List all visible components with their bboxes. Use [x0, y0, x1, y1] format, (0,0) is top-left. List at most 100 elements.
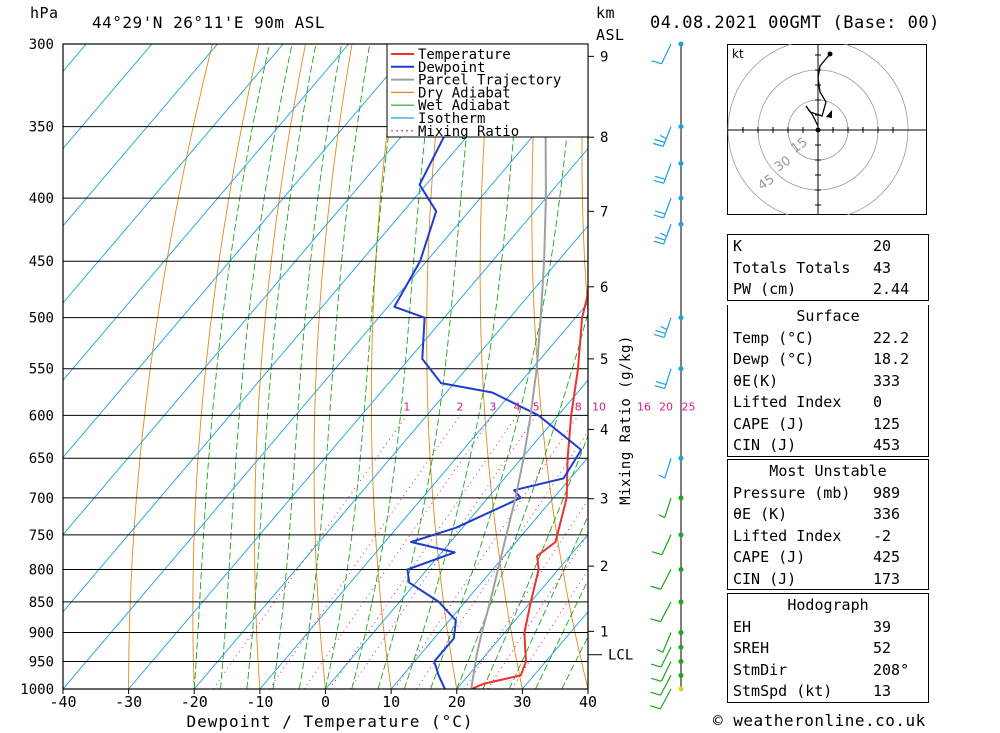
most-unstable-value: 173 [873, 569, 901, 588]
surface-value: 453 [873, 436, 901, 454]
surface-value: 125 [873, 414, 901, 433]
wind-level-dot [678, 566, 684, 572]
isotherm-lines [63, 44, 588, 689]
x-axis-label: Dewpoint / Temperature (°C) [186, 712, 473, 731]
wind-barb-flag [650, 585, 661, 590]
surface-label: CIN (J) [733, 436, 797, 454]
hodograph-stat-label: EH [733, 617, 752, 636]
mixing-ratio-label: 20 [659, 400, 673, 413]
mixing-ratio-label: 2 [456, 400, 463, 413]
wind-barb-flag [653, 240, 664, 245]
wind-barb-flag [654, 333, 665, 339]
surface-row: CIN (J) 453 [728, 434, 928, 456]
wind-level-dot [678, 161, 684, 167]
asl-label: ASL [596, 26, 625, 44]
isotherm-line [63, 44, 415, 459]
wind-barb-shaft [661, 534, 672, 555]
mixing-ratio-label: 4 [514, 400, 521, 413]
wind-barb-shaft [660, 569, 672, 590]
km-tick-label: 8 [600, 130, 608, 146]
copyright-text: © weatheronline.co.uk [713, 711, 926, 730]
most-unstable-row: CAPE (J) 425 [728, 546, 928, 568]
mixing-ratio-axis-label: Mixing Ratio (g/kg) [618, 335, 634, 505]
wet-adiabat-line [535, 579, 588, 689]
wind-level-dot [678, 659, 684, 665]
x-tick-label: 10 [382, 693, 400, 711]
isotherm-line [63, 70, 588, 689]
wind-barb-flag [651, 677, 662, 682]
surface-label: Temp (°C) [733, 328, 815, 347]
index-value: 20 [873, 237, 892, 255]
pressure-tick-label: 700 [29, 491, 54, 507]
hodograph-stats-panel: Hodograph EH 39 SREH 52 StmDir 208° StmSpd (kt… [727, 593, 929, 703]
dry-adiabat-line [957, 44, 1000, 689]
pressure-tick-label: 800 [29, 562, 54, 578]
most-unstable-title: Most Unstable [769, 462, 887, 480]
wind-level-dot [678, 366, 684, 372]
wind-level-dot [678, 532, 684, 538]
most-unstable-row: θE (K) 336 [728, 503, 928, 525]
hodograph-start-dot [815, 127, 821, 133]
wind-barb-flag [650, 705, 661, 710]
wind-barb-shaft [659, 601, 672, 623]
hodograph-stats-title: Hodograph [787, 596, 869, 614]
surface-row: Lifted Index 0 [728, 391, 928, 413]
isotherm-line [325, 379, 588, 689]
axes: 3003504004505005506006507007508008509009… [20, 37, 634, 731]
km-tick-label: 1 [600, 624, 608, 640]
isotherm-line [63, 44, 350, 381]
most-unstable-label: CAPE (J) [733, 548, 806, 566]
wind-barb-flag [651, 60, 662, 65]
km-tick-label: 7 [600, 204, 608, 220]
wind-barb-flag [660, 232, 667, 237]
most-unstable-label: CIN (J) [733, 569, 797, 588]
pressure-tick-label: 600 [29, 408, 54, 424]
datetime-title: 04.08.2021 00GMT (Base: 00) [650, 13, 940, 33]
surface-row: CAPE (J) 125 [728, 413, 928, 435]
mixing-ratio-labels: 1 2 3 4 5 8 10 16 20 25 [403, 400, 695, 413]
hodograph-stat-row: StmDir 208° [728, 659, 928, 681]
wind-barb-shaft [659, 688, 672, 710]
wind-barb-flag [653, 142, 664, 147]
pressure-tick-label: 550 [29, 362, 54, 378]
hodograph-stat-value: 52 [873, 639, 892, 657]
x-tick-label: 30 [513, 693, 531, 711]
index-label: Totals Totals [733, 258, 851, 277]
x-tick-label: 20 [448, 693, 466, 711]
wind-level-dot [678, 672, 684, 678]
storm-motion-arrow [826, 110, 832, 118]
mixing-ratio-label: 10 [592, 400, 606, 413]
pressure-tick-label: 500 [29, 311, 54, 327]
pressure-tick-label: 300 [29, 37, 54, 53]
wind-barb-shaft [661, 43, 672, 65]
wind-profile [650, 41, 684, 710]
wind-barb-shaft [663, 317, 672, 338]
most-unstable-label: Lifted Index [733, 526, 842, 545]
mixing-ratio-label: 16 [637, 400, 651, 413]
legend-box [386, 43, 589, 138]
mixing-ratio-label: 1 [403, 400, 410, 413]
wind-barb-flag [654, 175, 666, 180]
pressure-unit-label: hPa [30, 4, 59, 22]
km-label: km [596, 4, 616, 22]
surface-label: Dewp (°C) [733, 350, 815, 368]
legend-label: Temperature [418, 47, 511, 63]
surface-panel: Surface Temp (°C) 22.2 Dewp (°C) 18.2 θE(K) 3… [727, 305, 929, 457]
legend-label: Dry Adiabat [418, 85, 511, 101]
most-unstable-row: Lifted Index -2 [728, 525, 928, 547]
wind-barb-shaft [663, 163, 672, 184]
pressure-tick-label: 350 [29, 120, 54, 136]
location-title: 44°29'N 26°11'E 90m ASL [92, 13, 326, 32]
km-tick-label: 3 [600, 492, 608, 508]
hodograph-stat-label: StmDir [733, 660, 788, 679]
wind-barb-shaft [662, 632, 672, 653]
hodograph-unit-label: kt [732, 47, 744, 61]
pressure-tick-label: 850 [29, 595, 54, 611]
hodograph-stat-row: StmSpd (kt) 13 [728, 680, 928, 702]
isotherm-line [63, 44, 284, 304]
wind-barb-flag [655, 380, 667, 386]
wind-level-dot [678, 599, 684, 605]
